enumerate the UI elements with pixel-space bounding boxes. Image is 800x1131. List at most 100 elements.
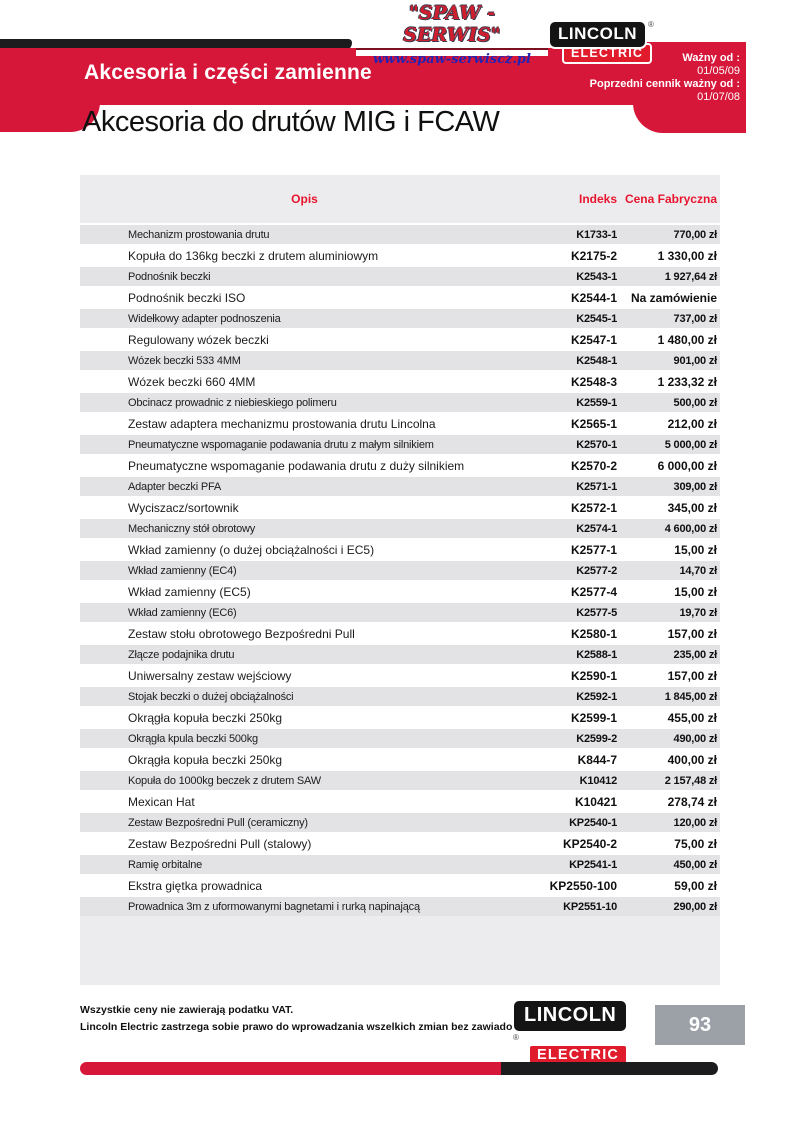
table-row: Regulowany wózek beczki K2547-1 1 480,00 z… [80,328,720,349]
row-index-code: K844-7 [577,752,617,767]
row-price: 455,00 zł [667,710,717,725]
row-description: Zestaw Bezpośredni Pull (stalowy) [128,836,312,851]
table-row: Złącze podajnika drutu K2588-1 235,00 zł [80,643,720,664]
row-index-code: K2548-3 [570,374,617,389]
row-price: 345,00 zł [667,500,717,515]
row-price: 737,00 zł [673,312,718,325]
row-index-code: K2599-1 [570,710,617,725]
row-description: Adapter beczki PFA [128,480,222,493]
row-index-code: K2592-1 [576,690,617,703]
row-index-code: K10421 [574,794,617,809]
row-index-code: K2175-2 [570,248,617,263]
row-index-code: K2577-4 [570,584,617,599]
row-index-code: K2577-5 [576,606,617,619]
row-price: 157,00 zł [667,626,717,641]
row-price: 1 927,64 zł [664,270,717,283]
row-price: 901,00 zł [673,354,718,367]
row-index-code: K2588-1 [576,648,617,661]
lincoln-electric-logo-footer: LINCOLN® ELECTRIC [512,999,629,1067]
table-body: Mechanizm prostowania drutu K1733-1 770,00… [80,223,720,916]
table-row: Adapter beczki PFA K2571-1 309,00 zł [80,475,720,496]
row-price: 309,00 zł [673,480,718,493]
table-row: Wkład zamienny (EC5) K2577-4 15,00 zł [80,580,720,601]
row-description: Widełkowy adapter podnoszenia [128,312,281,325]
column-header-price: Cena Fabryczna [624,192,717,206]
row-description: Zestaw stołu obrotowego Bezpośredni Pull [128,626,355,641]
registered-mark-icon: ® [648,20,654,29]
table-row: Okrągła kopuła beczki 250kg K2599-1 455,00… [80,706,720,727]
row-price: 2 157,48 zł [664,774,717,787]
footer-color-bar [80,1062,718,1075]
row-description: Uniwersalny zestaw wejściowy [128,668,292,683]
table-header-row: Opis Indeks Cena Fabryczna [80,175,720,223]
table-row: Zestaw Bezpośredni Pull (stalowy) KP2540-… [80,832,720,853]
row-description: Wkład zamienny (EC5) [128,584,251,599]
row-index-code: K2565-1 [570,416,617,431]
table-row: Zestaw Bezpośredni Pull (ceramiczny) KP25… [80,811,720,832]
row-description: Pneumatyczne wspomaganie podawania drutu… [128,438,434,451]
table-row: Pneumatyczne wspomaganie podawania drutu… [80,433,720,454]
table-row: Uniwersalny zestaw wejściowy K2590-1 157,0… [80,664,720,685]
row-price: 500,00 zł [673,396,718,409]
spaw-serwis-logo: "SPAW - SERWIS" www.spaw-serwiscz.pl [356,1,548,67]
valid-from-label: Ważny od : [682,52,740,64]
footer-notes: Wszystkie ceny nie zawierają podatku VAT… [80,1002,549,1036]
row-price: 490,00 zł [673,732,718,745]
row-price: 6 000,00 zł [657,458,717,473]
row-index-code: KP2541-1 [569,858,617,871]
row-price: 235,00 zł [673,648,718,661]
table-row: Zestaw adaptera mechanizmu prostowania d… [80,412,720,433]
row-description: Wkład zamienny (EC6) [128,606,237,619]
row-description: Stojak beczki o dużej obciążalności [128,690,294,703]
row-price: 770,00 zł [673,228,718,241]
row-price: 5 000,00 zł [664,438,717,451]
row-price: 400,00 zł [667,752,717,767]
row-price: 290,00 zł [673,900,718,913]
row-description: Okrągła kpula beczki 500kg [128,732,258,745]
row-index-code: KP2540-1 [569,816,617,829]
row-index-code: K1733-1 [576,228,617,241]
table-row: Stojak beczki o dużej obciążalności K2592… [80,685,720,706]
section-title: Akcesoria i części zamienne [84,61,372,84]
row-index-code: K2599-2 [576,732,617,745]
row-description: Podnośnik beczki ISO [128,290,246,305]
price-list-validity: Ważny od : 01/05/09 Poprzedni cennik waż… [520,52,740,104]
row-index-code: K2547-1 [570,332,617,347]
registered-mark-icon: ® [513,1033,519,1042]
table-row: Wkład zamienny (EC4) K2577-2 14,70 zł [80,559,720,580]
row-index-code: K2570-1 [576,438,617,451]
row-description: Wózek beczki 533 4MM [128,354,241,367]
row-price: Na zamówienie [630,290,717,305]
table-row: Wózek beczki 660 4MM K2548-3 1 233,32 zł [80,370,720,391]
header-red-left-corner [0,80,100,132]
table-row: Widełkowy adapter podnoszenia K2545-1 737,… [80,307,720,328]
row-index-code: K2590-1 [570,668,617,683]
row-description: Złącze podajnika drutu [128,648,235,661]
row-price: 15,00 zł [674,542,717,557]
table-row: Kopuła do 1000kg beczek z drutem SAW K104… [80,769,720,790]
row-price: 157,00 zł [667,668,717,683]
row-index-code: K2543-1 [576,270,617,283]
row-description: Mexican Hat [128,794,195,809]
row-price: 14,70 zł [679,564,717,577]
row-price: 19,70 zł [679,606,717,619]
row-index-code: K10412 [579,774,618,787]
previous-valid-date: 01/07/08 [697,91,740,103]
vat-note: Wszystkie ceny nie zawierają podatku VAT… [80,1004,294,1016]
row-price: 4 600,00 zł [664,522,717,535]
row-description: Okrągła kopuła beczki 250kg [128,710,283,725]
row-description: Kopuła do 1000kg beczek z drutem SAW [128,774,321,787]
row-index-code: K2574-1 [576,522,617,535]
page-number: 93 [688,1013,712,1036]
lincoln-electric-logo: LINCOLN ® ELECTRIC [548,20,658,64]
table-row: Zestaw stołu obrotowego Bezpośredni Pull… [80,622,720,643]
row-index-code: K2559-1 [576,396,617,409]
table-row: Mexican Hat K10421 278,74 zł [80,790,720,811]
table-row: Mechaniczny stół obrotowy K2574-1 4 600,00… [80,517,720,538]
row-index-code: K2580-1 [570,626,617,641]
previous-valid-label: Poprzedni cennik ważny od : [589,78,740,90]
row-index-code: K2577-1 [570,542,617,557]
row-description: Pneumatyczne wspomaganie podawania drutu… [128,458,465,473]
table-row: Wkład zamienny (EC6) K2577-5 19,70 zł [80,601,720,622]
electric-wordmark: ELECTRIC [528,1044,629,1067]
